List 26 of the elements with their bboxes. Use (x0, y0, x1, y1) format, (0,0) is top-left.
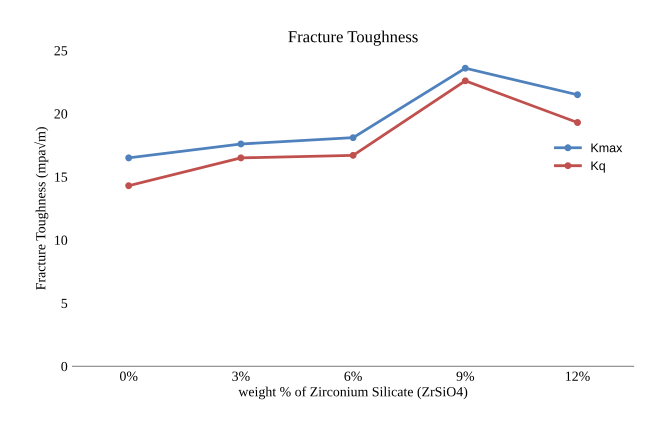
point (350, 134, 357, 142)
y-tick-label: 25 (54, 46, 68, 56)
point (125, 154, 132, 162)
legend-label: Kq (591, 161, 605, 173)
x-tick-label: 9% (456, 372, 474, 381)
point (237, 140, 244, 148)
x-tick-label: 6% (344, 372, 362, 381)
x-tick-label: 3% (232, 372, 250, 381)
legend-label: Kmax (591, 144, 622, 152)
y-axis-title: Fracture Toughness (mpa√m) (34, 127, 48, 290)
point (125, 182, 132, 190)
point (237, 154, 244, 162)
point (574, 119, 581, 126)
x-tick-label: 12% (566, 372, 590, 381)
point (462, 77, 469, 84)
y-tick-label: 5 (62, 298, 68, 308)
y-tick-label: 15 (55, 172, 68, 182)
y-tick-label: 0 (61, 362, 68, 372)
y-tick-label: 20 (54, 109, 68, 119)
x-tick-label: 0% (120, 372, 138, 381)
point (574, 91, 581, 98)
point (350, 152, 357, 159)
y-tick-label: 10 (55, 236, 68, 245)
point (462, 64, 469, 72)
x-axis-title: weight % of Zirconium Silicate (ZrSiO4) (238, 386, 468, 400)
chart-title: Fracture Toughness (288, 30, 418, 46)
